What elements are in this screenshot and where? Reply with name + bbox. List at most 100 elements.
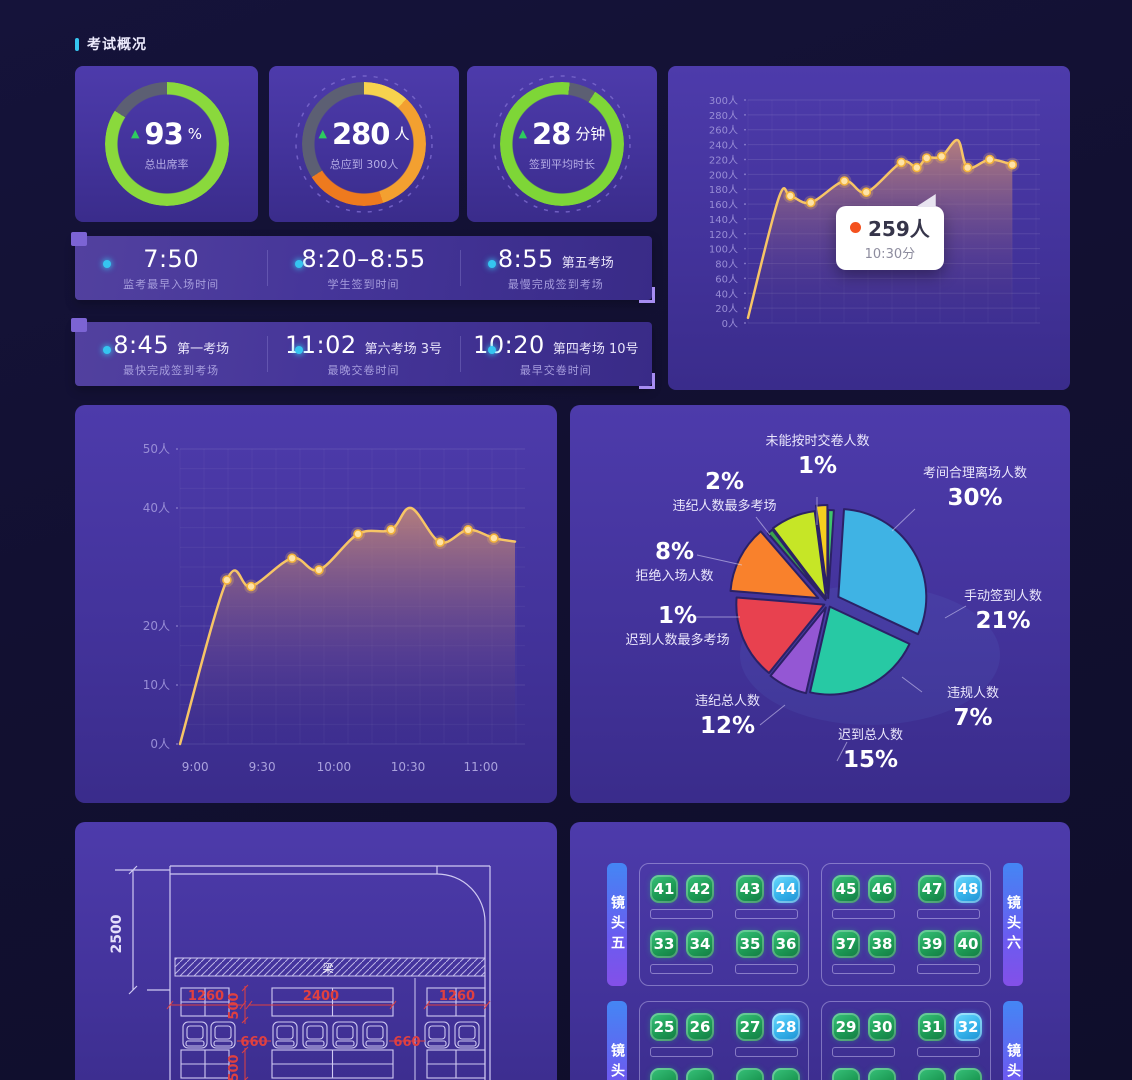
seat-30[interactable]: 30 [868,1013,896,1041]
seat-blank[interactable] [954,1068,982,1080]
desk-icon [917,909,980,919]
pie-label-violation: 违规人数 7% [946,686,999,731]
svg-text:9:30: 9:30 [249,760,276,774]
desk-row [650,909,798,919]
seat-34[interactable]: 34 [686,930,714,958]
seat-32[interactable]: 32 [954,1013,982,1041]
seat-44[interactable]: 44 [772,875,800,903]
time-value: 8:55 [497,244,554,273]
seat-29[interactable]: 29 [832,1013,860,1041]
camera-label: 镜头 [1003,1001,1023,1080]
seat-blank[interactable] [650,1068,678,1080]
desk-icon [917,964,980,974]
seat-48[interactable]: 48 [954,875,982,903]
seat-41[interactable]: 41 [650,875,678,903]
time-value: 8:20–8:55 [301,244,426,273]
camera-label: 镜头五 [607,863,627,986]
time-suffix: 第四考场 10号 [552,341,639,357]
svg-text:20人: 20人 [715,303,738,315]
seat-block: 29 30 31 32 [821,1001,991,1080]
desk-row [650,1047,798,1057]
chart-tooltip: 259人 10:30分 [836,206,944,270]
time-stats-row-2: 8:45 第一考场 最快完成签到考场 11:02 第六考场 3号 最晚交卷时间 10… [71,318,655,389]
svg-text:20人: 20人 [143,619,170,633]
seat-40[interactable]: 40 [954,930,982,958]
seat-block: 25 26 27 28 [639,1001,809,1080]
time-stats-row-1: 7:50 监考最早入场时间 8:20–8:55 学生签到时间 8:55 第五考场 … [71,232,655,303]
seat-31[interactable]: 31 [918,1013,946,1041]
time-label: 最慢完成签到考场 [507,277,604,291]
seat-46[interactable]: 46 [868,875,896,903]
seat-33[interactable]: 33 [650,930,678,958]
beam-label: 梁 [323,961,334,975]
seat-section: 镜头 25 26 27 28 29 30 31 32 镜头 [607,1001,1033,1080]
svg-text:500: 500 [227,992,242,1019]
svg-text:660: 660 [393,1035,420,1050]
time-value: 8:45 [113,330,170,359]
seat-blank[interactable] [772,1068,800,1080]
seat-row [832,1068,982,1080]
room-trend-card: 0人 10人 20人 40人 50人 9:00 9:30 10:00 10:30 11:00 [75,405,557,803]
seat-blank[interactable] [832,1068,860,1080]
time-value: 10:20 [473,330,545,359]
signin-trend-card: 0人 20人 40人 60人 80人 100人 120人 140人 160人 180人 200人 22… [668,66,1070,390]
camera-label: 镜头六 [1003,863,1023,986]
seat-42[interactable]: 42 [686,875,714,903]
stat-unit: % [187,124,203,143]
stat-card-avg-signin-time: ▲ 28 分钟 签到平均时长 [467,66,657,222]
svg-text:240人: 240人 [709,140,738,152]
cyan-dot-icon [487,346,496,354]
svg-text:160人: 160人 [709,199,738,211]
seat-row: 25 26 27 28 [650,1013,800,1041]
seat-39[interactable]: 39 [918,930,946,958]
room-trend-chart[interactable]: 0人 10人 20人 40人 50人 9:00 9:30 10:00 10:30 11:00 [75,405,557,803]
desk-icon [832,909,895,919]
tooltip-dot-icon [850,222,861,233]
seat-45[interactable]: 45 [832,875,860,903]
section-title: 考试概况 [75,34,147,54]
seat-blank[interactable] [868,1068,896,1080]
seat-blank[interactable] [918,1068,946,1080]
stat-value: 93 [144,116,183,151]
seat-27[interactable]: 27 [736,1013,764,1041]
seat-26[interactable]: 26 [686,1013,714,1041]
seat-36[interactable]: 36 [772,930,800,958]
seat-block: 45 46 47 48 37 38 39 40 [821,863,991,986]
svg-text:50人: 50人 [143,442,170,456]
svg-text:60人: 60人 [715,273,738,285]
seat-38[interactable]: 38 [868,930,896,958]
seat-blank[interactable] [736,1068,764,1080]
svg-text:260人: 260人 [709,125,738,137]
seat-25[interactable]: 25 [650,1013,678,1041]
svg-text:180人: 180人 [709,184,738,196]
pie-label-most-late-room: 1% 迟到人数最多考场 [625,603,730,649]
tooltip-time: 10:30分 [864,247,916,262]
seat-43[interactable]: 43 [736,875,764,903]
svg-text:2400: 2400 [303,989,339,1004]
svg-text:80人: 80人 [715,259,738,271]
seat-28[interactable]: 28 [772,1013,800,1041]
cyan-dot-icon [487,260,496,268]
seat-37[interactable]: 37 [832,930,860,958]
desk-icon [735,909,798,919]
seat-blank[interactable] [686,1068,714,1080]
svg-text:1260: 1260 [439,989,475,1004]
svg-text:40人: 40人 [715,288,738,300]
time-value: 11:02 [284,330,357,359]
dashed-ring-decoration [295,75,433,213]
stat-unit: 人 [394,125,410,143]
time-stat-student-signin: 8:20–8:55 学生签到时间 [267,236,459,300]
svg-text:10:30: 10:30 [391,760,426,774]
stat-card-signed-in: ▲ 280 人 总应到 300人 [269,66,459,222]
svg-text:0人: 0人 [722,318,738,330]
seat-35[interactable]: 35 [736,930,764,958]
seat-47[interactable]: 47 [918,875,946,903]
pie-label-most-discipline-room: 2% 违纪人数最多考场 [672,469,777,515]
pie-chart-card: 未能按时交卷人数 1% 考间合理离场人数 30% 手动签到人数 21% 违规人数… [570,405,1070,803]
time-suffix: 第六考场 3号 [364,341,443,357]
time-stat-earliest-submit: 10:20 第四考场 10号 最早交卷时间 [459,322,652,386]
seat-sections: 镜头五 41 42 43 44 33 34 35 36 45 46 47 48 37 38 39 40 镜头六镜头… [607,863,1033,1080]
exam-stats-pie-chart[interactable] [570,405,1070,803]
